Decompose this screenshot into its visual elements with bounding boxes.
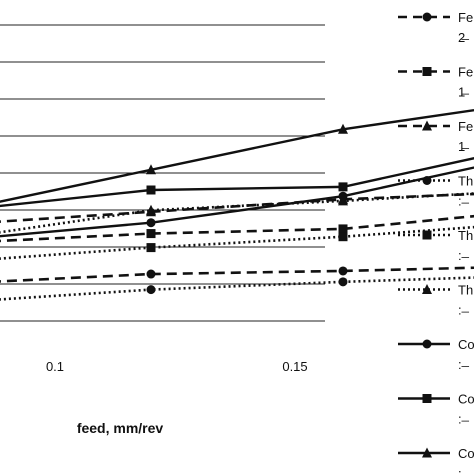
legend-item-7: Co : ̶: [398, 337, 474, 372]
data-point: [146, 218, 156, 228]
legend-item-8: Co : ̶: [398, 392, 474, 427]
data-point: [146, 204, 156, 215]
legend-label-line2: : ̶: [458, 303, 469, 318]
series-lines: [0, 108, 474, 301]
legend-label: Co: [458, 392, 474, 407]
legend: Fe 2̶ Fe 1̶ Fe 1̶ Th : ̶ Th : ̶ Th : ̶ Co : ̶ Co : ̶ Co:…: [398, 10, 474, 474]
series-line: [0, 225, 474, 260]
data-point: [338, 123, 348, 134]
legend-label: Fe: [458, 10, 473, 25]
legend-marker: [422, 394, 432, 403]
series-line: [0, 166, 474, 238]
series-line: [0, 108, 474, 203]
legend-label-line2: : ̶: [458, 194, 469, 209]
legend-item-5: Th : ̶: [398, 228, 473, 263]
series-line: [0, 156, 474, 208]
series-line: [0, 266, 474, 283]
legend-label: Th: [458, 228, 473, 243]
legend-item-3: Fe 1̶: [398, 119, 473, 154]
data-point: [338, 266, 348, 276]
legend-label-line2: : ̶: [458, 357, 469, 372]
data-point: [338, 182, 348, 192]
x-tick-label: 0.1: [46, 359, 64, 374]
data-point: [338, 277, 348, 287]
legend-item-6: Th : ̶: [398, 283, 473, 318]
legend-label-line2: 1̶: [458, 85, 469, 100]
legend-marker: [422, 447, 432, 458]
legend-item-1: Fe 2̶: [398, 10, 473, 45]
legend-item-2: Fe 1̶: [398, 65, 473, 100]
legend-label: Th: [458, 283, 473, 298]
series-9: [0, 108, 474, 203]
legend-label: Co: [458, 337, 474, 352]
data-point: [146, 243, 156, 253]
series-line: [0, 276, 474, 301]
legend-marker: [422, 12, 432, 22]
series-8: [0, 156, 474, 208]
data-point: [146, 185, 156, 195]
series-5: [0, 225, 474, 260]
x-tick-label: 0.15: [282, 359, 307, 374]
series-1: [0, 266, 474, 283]
legend-marker: [422, 284, 432, 294]
legend-label-line2: : ̶: [458, 466, 469, 474]
x-axis-title: feed, mm/rev: [77, 420, 164, 436]
data-point: [146, 269, 156, 279]
legend-label-line2: 1̶: [458, 139, 469, 154]
data-point: [338, 232, 348, 242]
legend-label: Co: [458, 446, 474, 461]
legend-item-9: Co : ̶: [398, 446, 474, 474]
legend-marker: [422, 120, 432, 131]
legend-label: Fe: [458, 119, 473, 134]
x-tick-labels: 0.10.150.2: [46, 359, 308, 374]
data-point: [146, 285, 156, 295]
legend-label: Th: [458, 174, 473, 189]
series-line: [0, 192, 474, 234]
data-point: [338, 224, 348, 234]
legend-marker: [422, 339, 432, 349]
series-line: [0, 214, 474, 243]
series-2: [0, 214, 474, 243]
legend-marker: [422, 176, 432, 185]
series-3: [0, 192, 474, 223]
legend-label-line2: : ̶: [458, 412, 469, 427]
data-point: [146, 229, 156, 239]
legend-label-line2: : ̶: [458, 248, 469, 263]
legend-marker: [422, 67, 432, 76]
data-point: [338, 191, 348, 201]
series-7: [0, 166, 474, 238]
series-4: [0, 276, 474, 301]
legend-marker: [422, 230, 432, 240]
legend-item-4: Th : ̶: [398, 174, 473, 209]
gridlines: [0, 24, 325, 322]
legend-label-line2: 2̶: [458, 30, 469, 45]
series-6: [0, 192, 474, 234]
data-point: [146, 164, 156, 175]
legend-label: Fe: [458, 65, 473, 80]
